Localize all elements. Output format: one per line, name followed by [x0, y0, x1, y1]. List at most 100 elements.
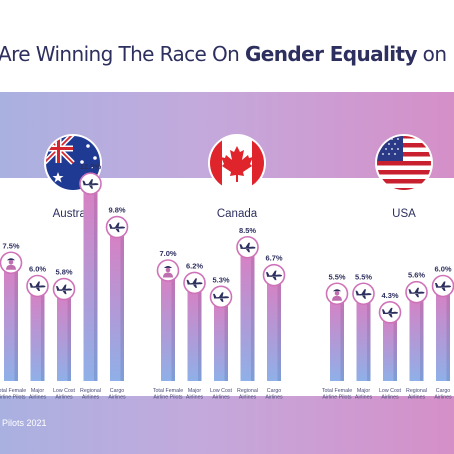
- category-label: Airlines: [408, 395, 426, 401]
- category-label: Airlines: [355, 395, 373, 401]
- value-label: 5.8%: [55, 268, 72, 277]
- value-label: 8.5%: [239, 226, 256, 235]
- category-label: Total Female: [153, 388, 183, 394]
- plane-icon: [29, 281, 46, 291]
- category-label: Cargo: [267, 388, 281, 394]
- plane-icon: [382, 307, 398, 318]
- usa-flag-icon: [375, 134, 433, 192]
- category-label: Regional: [80, 388, 101, 394]
- category-label: Low Cost: [53, 388, 76, 394]
- value-label: 5.5%: [328, 272, 345, 281]
- category-label: Airlines: [55, 395, 73, 401]
- bar-shade: [120, 229, 124, 381]
- category-label: Airlines: [381, 395, 399, 401]
- bar-shade: [67, 291, 71, 381]
- plane-icon: [239, 242, 256, 253]
- value-label: 6.0%: [29, 265, 46, 274]
- bar-shade: [198, 284, 202, 381]
- plane-icon: [213, 292, 229, 302]
- category-label: Regional: [237, 388, 258, 394]
- title-part-1: Are Winning The Race On: [0, 42, 245, 66]
- value-label: 5.5%: [355, 272, 372, 281]
- bar-shade: [41, 288, 45, 381]
- category-label: Major: [31, 388, 44, 394]
- bar-shade: [251, 249, 255, 381]
- category-label: Regional: [406, 388, 427, 394]
- plane-icon: [82, 179, 99, 189]
- plane-icon: [56, 284, 72, 295]
- value-label: 6.7%: [265, 254, 282, 263]
- bar-shade: [367, 295, 371, 381]
- category-label: Major: [357, 388, 370, 394]
- pilot-icon: [332, 289, 342, 301]
- bar-shade: [446, 288, 450, 381]
- category-label: Total Female: [0, 388, 26, 394]
- category-label: Airlines: [186, 395, 204, 401]
- category-label: Airlines: [82, 395, 100, 401]
- value-label: 6.2%: [186, 261, 203, 270]
- category-label: Airlines: [108, 395, 126, 401]
- pilot-icon: [163, 266, 173, 278]
- plane-icon: [109, 222, 125, 233]
- category-label: Airlines: [212, 395, 230, 401]
- title-part-2: on: [416, 42, 447, 66]
- category-label: Airline Pilots: [0, 395, 26, 401]
- category-label: Total Female: [322, 388, 352, 394]
- value-label: 9.8%: [108, 206, 125, 215]
- bar-shade: [393, 314, 397, 381]
- category-label: Airlines: [29, 395, 47, 401]
- plane-icon: [266, 270, 282, 281]
- country-label-canada: Canada: [217, 208, 258, 220]
- source-footer: Pilots 2021: [2, 418, 47, 428]
- bar-shade: [277, 277, 281, 381]
- category-label: Airlines: [434, 395, 452, 401]
- value-label: 5.3%: [212, 275, 229, 284]
- canada-flag-icon: [208, 134, 266, 192]
- title-bold: Gender Equality: [244, 42, 418, 66]
- category-label: Low Cost: [210, 388, 233, 394]
- value-label: 7.5%: [2, 241, 19, 250]
- value-label: 12.6%: [80, 162, 102, 171]
- category-label: Airline Pilots: [322, 395, 351, 401]
- category-label: Airlines: [239, 395, 257, 401]
- category-label: Cargo: [436, 388, 450, 394]
- plane-icon: [435, 281, 451, 291]
- category-label: Low Cost: [379, 388, 402, 394]
- country-label-usa: USA: [392, 208, 416, 220]
- pilot-icon: [6, 258, 16, 270]
- page-title: Are Winning The Race On Gender Equality …: [0, 42, 447, 66]
- bar-shade: [94, 185, 98, 381]
- value-label: 6.0%: [434, 265, 451, 274]
- plane-icon: [186, 278, 203, 288]
- category-label: Airline Pilots: [153, 395, 182, 401]
- category-label: Cargo: [110, 388, 124, 394]
- category-label: Major: [188, 388, 201, 394]
- value-label: 4.3%: [381, 291, 398, 300]
- bar-shade: [14, 264, 18, 381]
- category-label: Airlines: [265, 395, 283, 401]
- plane-icon: [408, 287, 425, 298]
- bar-shade: [420, 294, 424, 381]
- value-label: 5.6%: [408, 271, 425, 280]
- plane-icon: [355, 289, 372, 299]
- bar-shade: [224, 298, 228, 381]
- bar-shade: [340, 295, 344, 381]
- value-label: 7.0%: [159, 249, 176, 258]
